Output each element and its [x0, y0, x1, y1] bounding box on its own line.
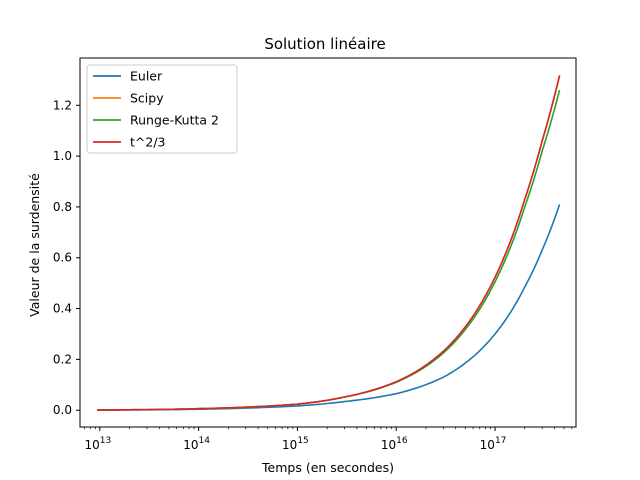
legend-label-3: t^2/3: [130, 135, 166, 150]
x-axis-label: Temps (en secondes): [261, 460, 394, 475]
plot-frame: [79, 57, 577, 428]
chart-title: Solution linéaire: [264, 35, 385, 53]
legend-label-1: Scipy: [130, 91, 164, 106]
legend-label-0: Euler: [130, 69, 163, 84]
y-tick-label: 1.2: [53, 98, 72, 112]
y-tick-label: 0.0: [53, 403, 72, 417]
y-tick-label: 0.2: [53, 352, 72, 366]
y-axis-label: Valeur de la surdensité: [27, 173, 42, 317]
y-tick-label: 1.0: [53, 149, 72, 163]
series-line-3: [97, 75, 561, 411]
y-axis: 0.0 0.2 0.4 0.6 0.8 1.0 1.2: [53, 98, 80, 417]
plot-lines: [97, 75, 561, 411]
legend-label-2: Runge-Kutta 2: [130, 113, 219, 128]
legend-box: [86, 64, 238, 154]
legend: Euler Scipy Runge-Kutta 2 t^2/3: [86, 64, 238, 154]
y-tick-label: 0.8: [53, 200, 72, 214]
y-tick-label: 0.6: [53, 251, 72, 265]
y-tick-label: 0.4: [53, 302, 72, 316]
